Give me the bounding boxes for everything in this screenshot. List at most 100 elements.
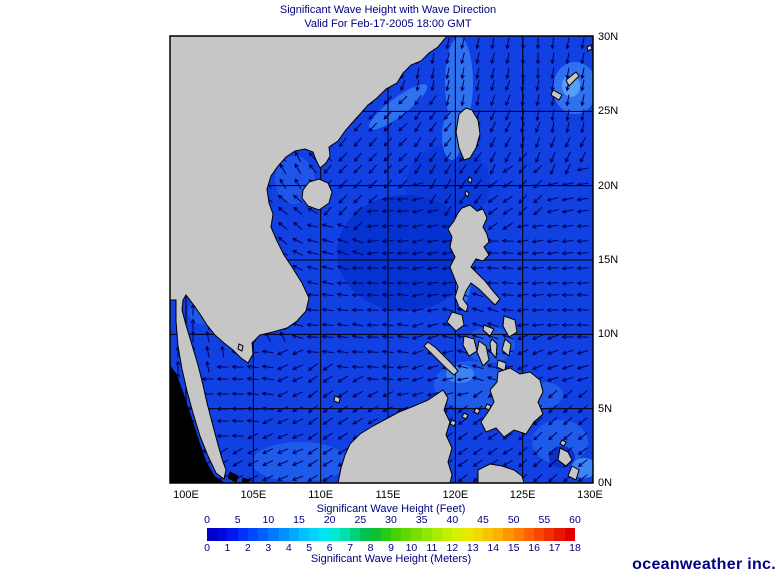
colorbar-cell (411, 528, 422, 541)
meter-scale-label: 5 (306, 542, 313, 554)
lat-tick-label: 20N (598, 179, 619, 192)
meter-scale-label: 10 (405, 542, 418, 554)
meter-scale-label: 7 (347, 542, 354, 554)
lat-tick-label: 15N (598, 253, 619, 266)
landmasses (170, 36, 593, 483)
riau-islet-1 (227, 471, 239, 483)
feet-scale-label: 10 (262, 514, 275, 526)
feet-scale-label: 30 (385, 514, 397, 526)
borneo-island (337, 389, 453, 483)
cebu-island (489, 338, 498, 360)
lat-tick-label: 10N (598, 328, 619, 341)
sulu-islet-1 (449, 419, 457, 427)
colorbar-cell (339, 528, 351, 541)
colorbar-cell (298, 528, 310, 541)
sulawesi-island (477, 463, 525, 483)
lon-tick-label: 115E (375, 489, 401, 501)
title-block: Significant Wave Height with Wave Direct… (0, 3, 776, 31)
morotai-islet (559, 439, 567, 447)
meter-scale-label: 18 (569, 542, 581, 554)
meter-scale-label: 12 (446, 542, 459, 554)
colorbar-cell (523, 528, 534, 541)
colorbar-cell (472, 528, 483, 541)
colorbar-cell (268, 528, 279, 541)
lon-tick-label: 125E (509, 489, 536, 501)
mindanao-island (480, 367, 544, 438)
hainan-island (301, 178, 333, 211)
riau-islet-2 (241, 477, 250, 483)
lon-tick-label: 100E (173, 489, 199, 501)
meter-scale-label: 0 (204, 542, 210, 554)
sulu-islet-3 (473, 407, 481, 415)
colorbar-cell (217, 528, 228, 541)
panay-island (462, 335, 478, 357)
ryukyu-island-1 (565, 71, 580, 87)
colorbar-cell (390, 528, 402, 541)
ryukyu-island-3 (586, 44, 593, 52)
feet-scale-label: 5 (234, 514, 241, 526)
map-border (169, 35, 594, 484)
outside-domain-land (170, 365, 250, 483)
colorbar-cell (258, 528, 269, 541)
colorbar-cell (309, 528, 320, 541)
meter-scale-label: 3 (265, 542, 272, 554)
feet-scale-label: 35 (415, 514, 428, 526)
masbate-island (482, 324, 495, 337)
samar-island (502, 315, 518, 338)
colorbar-cell (278, 528, 289, 541)
lon-tick-label: 130E (577, 489, 603, 501)
taiwan-island (455, 107, 481, 161)
colorbar-cell (421, 528, 432, 541)
colorbar-cell (452, 528, 463, 541)
colorbar-cell (493, 528, 504, 541)
oceanweather-logo: oceanweather inc. (632, 556, 776, 573)
halmahera-island (557, 447, 573, 467)
meter-scale-label: 11 (426, 542, 438, 554)
legend-title-meters: Significant Wave Height (Meters) (310, 553, 472, 565)
lon-tick-label: 120E (442, 489, 469, 501)
colorbar-cell (544, 528, 555, 541)
meter-scale-label: 16 (528, 542, 540, 554)
meter-scale-label: 2 (244, 542, 251, 554)
meter-scale-label: 4 (285, 542, 292, 554)
meter-scale-label: 9 (388, 542, 394, 554)
leyte-island (501, 338, 512, 357)
colorbar-cell (431, 528, 443, 541)
feet-scale-label: 0 (204, 514, 210, 526)
natuna-islet (333, 395, 341, 404)
colorbar-cell (319, 528, 330, 541)
meter-scale-label: 8 (367, 542, 374, 554)
meter-scale-label: 17 (548, 542, 561, 554)
colorbar-cell (462, 528, 473, 541)
colorbar-cell (237, 528, 248, 541)
meter-scale-label: 15 (507, 542, 520, 554)
luzon-island (447, 204, 501, 313)
colorbar-cell (227, 528, 238, 541)
lat-tick-label: 5N (598, 402, 613, 415)
feet-scale-label: 55 (538, 514, 551, 526)
colorbar-cell (207, 528, 218, 541)
feet-scale-label: 15 (293, 514, 305, 526)
lon-tick-label: 105E (240, 489, 267, 501)
map-valid-time: Valid For Feb-17-2005 18:00 GMT (304, 18, 472, 30)
palawan-island (423, 341, 459, 376)
colorbar-cell (534, 528, 545, 541)
colorbar-cell (503, 528, 514, 541)
map-title: Significant Wave Height with Wave Direct… (279, 4, 497, 16)
colorbar-cell (370, 528, 381, 541)
colorbar-cell (564, 528, 575, 541)
colorbar-cell (350, 528, 361, 541)
colorbar-cell (482, 528, 494, 541)
meter-scale-label: 6 (326, 542, 333, 554)
feet-scale-label: 20 (323, 514, 336, 526)
feet-scale-label: 60 (569, 514, 581, 526)
batanes-islet-1 (467, 176, 473, 184)
feet-scale-label: 40 (446, 514, 459, 526)
feet-scale-label: 50 (507, 514, 520, 526)
asia-mainland (170, 36, 448, 480)
meter-scale-label: 1 (224, 542, 231, 554)
lat-tick-label: 0N (598, 476, 613, 489)
legend-title-feet: Significant Wave Height (Feet) (316, 503, 466, 515)
halmahera-south-island (567, 465, 580, 481)
